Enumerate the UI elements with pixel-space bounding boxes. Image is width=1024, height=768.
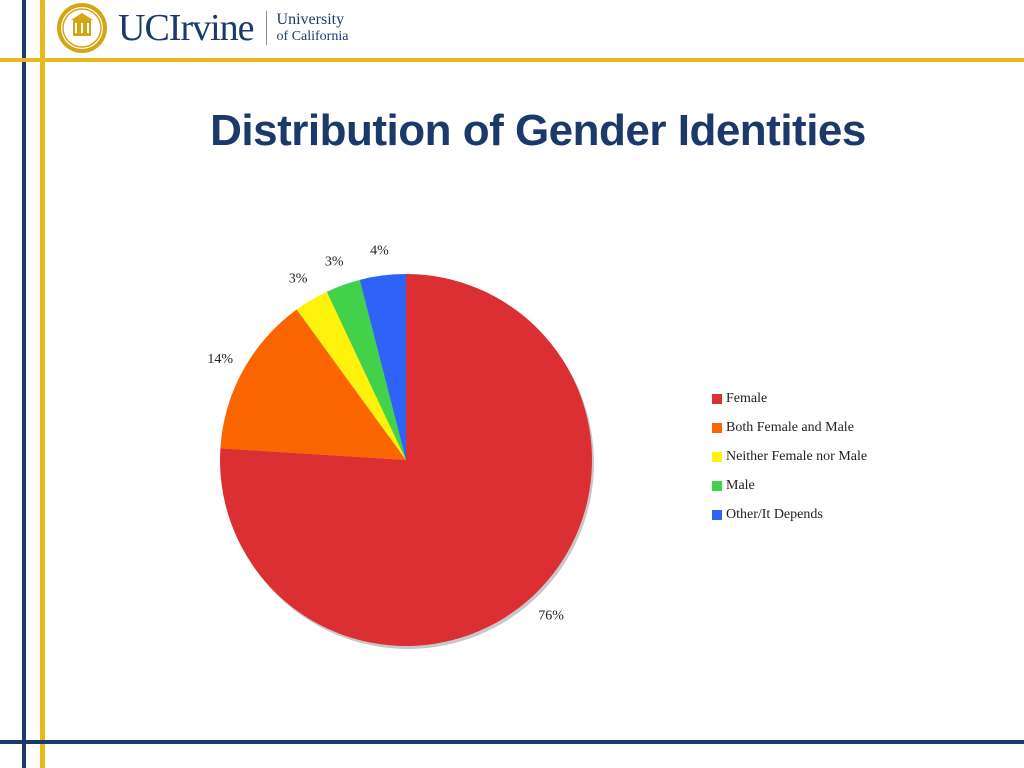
legend-label: Male	[726, 478, 755, 494]
legend-item: Other/It Depends	[712, 500, 867, 529]
data-label-neither-female-nor-male: 3%	[289, 272, 308, 287]
legend-swatch	[712, 394, 722, 404]
legend-swatch	[712, 452, 722, 462]
legend-label: Female	[726, 391, 767, 407]
data-label-both-female-and-male: 14%	[207, 352, 233, 367]
chart-legend: Female Both Female and Male Neither Female…	[712, 384, 867, 529]
legend-swatch	[712, 510, 722, 520]
legend-item: Both Female and Male	[712, 413, 867, 442]
legend-label: Both Female and Male	[726, 420, 854, 436]
legend-label: Other/It Depends	[726, 507, 823, 523]
legend-swatch	[712, 481, 722, 491]
data-label-other-it-depends: 4%	[370, 244, 389, 259]
legend-item: Female	[712, 384, 867, 413]
legend-swatch	[712, 423, 722, 433]
data-label-female: 76%	[538, 609, 564, 624]
data-label-male: 3%	[325, 255, 344, 270]
legend-item: Male	[712, 471, 867, 500]
legend-item: Neither Female nor Male	[712, 442, 867, 471]
legend-label: Neither Female nor Male	[726, 449, 867, 465]
